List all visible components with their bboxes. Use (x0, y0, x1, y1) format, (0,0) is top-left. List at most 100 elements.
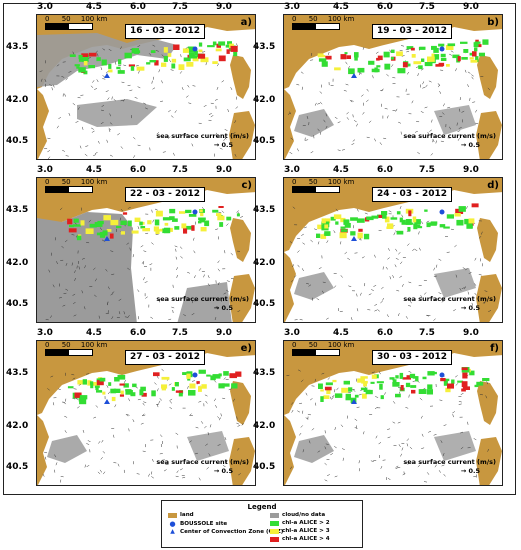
legend-label-chl4: chl-a ALICE > 4 (282, 536, 330, 542)
lat-tick-label: 42.0 (253, 95, 276, 105)
scale-fifty: 50 (61, 15, 71, 23)
legend-item-cloud: cloud/no data (270, 512, 325, 518)
scale-bar (292, 186, 340, 193)
lat-tick-label: 40.5 (6, 299, 29, 309)
scale-zero: 0 (292, 178, 297, 186)
current-reference: → 0.5 (460, 304, 480, 312)
panel-date: 19 - 03 - 2012 (372, 24, 452, 39)
lon-tick-label: 6.0 (377, 328, 393, 338)
lon-tick-label: 4.5 (86, 328, 102, 338)
map-panel: 0 50 100 km 24 - 03 - 2012 d) sea surfac… (283, 177, 503, 323)
scale-bar (45, 186, 93, 193)
scale-hundred: 100 km (327, 178, 355, 186)
panel-date: 16 - 03 - 2012 (125, 24, 205, 39)
lat-tick-label: 43.5 (253, 368, 276, 378)
lon-tick-label: 3.0 (37, 2, 53, 12)
lat-tick-label: 40.5 (253, 299, 276, 309)
scale-bar (45, 349, 93, 356)
legend-label-cloud: cloud/no data (282, 512, 326, 518)
map-panel: 0 50 100 km 16 - 03 - 2012 a) sea surfac… (36, 14, 256, 160)
lon-tick-label: 4.5 (333, 2, 349, 12)
lat-tick-label: 42.0 (253, 421, 276, 431)
current-reference: → 0.5 (460, 141, 480, 149)
legend-label-ccz: Center of Convection Zone (CCZ) (180, 528, 284, 535)
lat-tick-label: 42.0 (6, 95, 29, 105)
scale-bar (292, 349, 340, 356)
scale-zero: 0 (45, 178, 50, 186)
panel-label: a) (240, 17, 252, 28)
lon-tick-label: 6.0 (130, 328, 146, 338)
lon-tick-label: 3.0 (284, 2, 300, 12)
lon-tick-label: 6.0 (377, 2, 393, 12)
lon-tick-label: 7.5 (172, 328, 188, 338)
chl3-swatch (270, 528, 279, 534)
map-panel: 0 50 100 km 22 - 03 - 2012 c) sea surfac… (36, 177, 256, 323)
lat-tick-label: 43.5 (6, 368, 29, 378)
scale-fifty: 50 (308, 341, 318, 349)
lon-tick-label: 9.0 (463, 165, 479, 175)
panel-label: f) (490, 343, 499, 354)
scale-hundred: 100 km (80, 15, 108, 23)
legend-label-chl2: chl-a ALICE > 2 (282, 520, 330, 526)
lat-tick-label: 42.0 (253, 258, 276, 268)
panel-date: 27 - 03 - 2012 (125, 350, 205, 365)
lon-tick-label: 3.0 (37, 165, 53, 175)
chl2-swatch (270, 520, 279, 526)
cloud-swatch (270, 512, 279, 518)
scale-fifty: 50 (308, 15, 318, 23)
panel-date: 24 - 03 - 2012 (372, 187, 452, 202)
scale-bar (292, 23, 340, 30)
scale-hundred: 100 km (327, 15, 355, 23)
lon-tick-label: 6.0 (130, 165, 146, 175)
map-panel: 0 50 100 km 30 - 03 - 2012 f) sea surfac… (283, 340, 503, 486)
panel-date: 30 - 03 - 2012 (372, 350, 452, 365)
current-reference: → 0.5 (460, 467, 480, 475)
scale-labels: 0 50 100 km (292, 178, 354, 186)
scale-fifty: 50 (308, 178, 318, 186)
legend-item-site: ● BOUSSOLE site (168, 520, 227, 528)
lat-tick-label: 40.5 (253, 462, 276, 472)
lat-tick-label: 42.0 (6, 421, 29, 431)
legend-label-site: BOUSSOLE site (180, 521, 228, 527)
lon-tick-label: 3.0 (284, 328, 300, 338)
lat-tick-label: 43.5 (253, 42, 276, 52)
scale-hundred: 100 km (80, 178, 108, 186)
current-caption: sea surface current (m/s) (403, 132, 496, 140)
lon-tick-label: 9.0 (216, 328, 232, 338)
panel-label: b) (487, 17, 499, 28)
lon-tick-label: 6.0 (377, 165, 393, 175)
lon-tick-label: 4.5 (333, 328, 349, 338)
lon-tick-label: 7.5 (419, 2, 435, 12)
lat-tick-label: 43.5 (6, 42, 29, 52)
legend: Legend land ● BOUSSOLE site ▲ Center of … (161, 500, 363, 548)
lon-tick-label: 3.0 (37, 328, 53, 338)
legend-item-chl2: chl-a ALICE > 2 (270, 520, 330, 526)
lon-tick-label: 6.0 (130, 2, 146, 12)
scale-fifty: 50 (61, 341, 71, 349)
current-caption: sea surface current (m/s) (403, 458, 496, 466)
figure-frame (3, 3, 516, 495)
lon-tick-label: 7.5 (172, 165, 188, 175)
lon-tick-label: 9.0 (216, 2, 232, 12)
current-caption: sea surface current (m/s) (156, 132, 249, 140)
lon-tick-label: 4.5 (86, 165, 102, 175)
lat-tick-label: 43.5 (6, 205, 29, 215)
scale-hundred: 100 km (80, 341, 108, 349)
scale-labels: 0 50 100 km (45, 178, 107, 186)
lon-tick-label: 4.5 (333, 165, 349, 175)
lon-tick-label: 9.0 (463, 2, 479, 12)
lat-tick-label: 40.5 (6, 136, 29, 146)
scale-zero: 0 (45, 341, 50, 349)
legend-item-ccz: ▲ Center of Convection Zone (CCZ) (168, 528, 283, 535)
scale-fifty: 50 (61, 178, 71, 186)
scale-zero: 0 (292, 15, 297, 23)
scale-zero: 0 (45, 15, 50, 23)
panel-label: d) (487, 180, 499, 191)
lon-tick-label: 7.5 (419, 328, 435, 338)
legend-item-land: land (168, 512, 194, 518)
lat-tick-label: 42.0 (6, 258, 29, 268)
ccz-triangle-icon: ▲ (170, 528, 175, 535)
current-reference: → 0.5 (213, 141, 233, 149)
scale-labels: 0 50 100 km (292, 341, 354, 349)
current-caption: sea surface current (m/s) (403, 295, 496, 303)
